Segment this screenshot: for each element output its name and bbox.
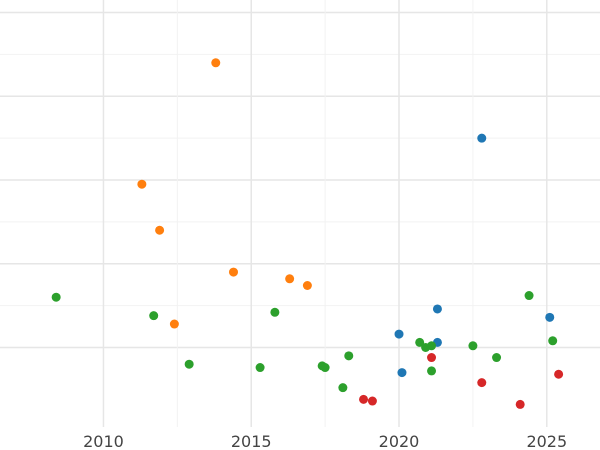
scatter-point: [255, 363, 265, 373]
scatter-point: [184, 359, 194, 369]
scatter-point: [338, 383, 348, 393]
scatter-point: [548, 336, 558, 346]
scatter-point: [137, 179, 147, 189]
x-tick-label: 2020: [379, 432, 420, 450]
x-tick-label: 2010: [83, 432, 124, 450]
scatter-point: [228, 267, 238, 277]
data-points: [51, 58, 564, 409]
scatter-point: [524, 291, 534, 301]
scatter-point: [211, 58, 221, 68]
scatter-point: [394, 329, 404, 339]
scatter-point: [51, 292, 61, 302]
x-tick-label: 2015: [231, 432, 272, 450]
scatter-point: [359, 394, 369, 404]
scatter-point: [427, 341, 437, 351]
scatter-point: [155, 225, 165, 235]
scatter-point: [432, 304, 442, 314]
scatter-point: [515, 399, 525, 409]
scatter-point: [492, 353, 502, 363]
scatter-point: [397, 368, 407, 378]
scatter-point: [477, 378, 487, 388]
scatter-point: [427, 353, 437, 363]
scatter-point: [344, 351, 354, 361]
scatter-point: [149, 311, 159, 321]
x-axis-tick-labels: 2010 2015 2020 2025: [83, 432, 567, 450]
scatter-point: [427, 366, 437, 376]
scatter-point: [468, 341, 478, 351]
scatter-point: [320, 363, 330, 373]
x-tick-label: 2025: [526, 432, 567, 450]
scatter-point: [270, 307, 280, 317]
scatter-point: [169, 319, 179, 329]
scatter-point: [415, 337, 425, 347]
gridlines: [0, 0, 600, 427]
scatter-point: [367, 396, 377, 406]
scatter-point: [554, 369, 564, 379]
scatter-point: [285, 274, 295, 284]
scatter-point: [302, 281, 312, 291]
scatter-point: [545, 312, 555, 322]
scatter-point: [477, 133, 487, 143]
